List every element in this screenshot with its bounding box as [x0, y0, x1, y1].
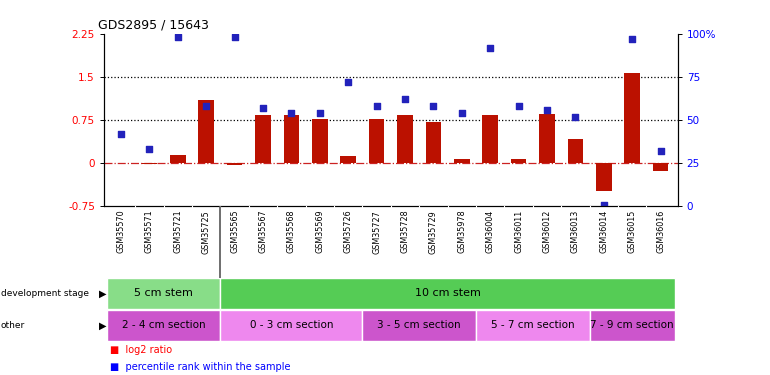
- Bar: [426, 122, 441, 163]
- Text: GSM35729: GSM35729: [429, 210, 438, 254]
- Bar: [107, 310, 220, 340]
- Point: [143, 146, 156, 152]
- Bar: [653, 163, 668, 171]
- Text: GSM35569: GSM35569: [315, 210, 324, 254]
- Point: [370, 103, 383, 109]
- Text: GSM36016: GSM36016: [656, 210, 665, 253]
- Bar: [227, 163, 243, 165]
- Text: 3 - 5 cm section: 3 - 5 cm section: [377, 320, 461, 330]
- Text: 5 cm stem: 5 cm stem: [134, 288, 193, 298]
- Text: GSM35570: GSM35570: [116, 210, 126, 254]
- Text: GSM36012: GSM36012: [543, 210, 551, 253]
- Bar: [220, 278, 675, 309]
- Bar: [397, 115, 413, 163]
- Point: [399, 96, 411, 102]
- Text: ■  percentile rank within the sample: ■ percentile rank within the sample: [109, 362, 290, 372]
- Point: [626, 36, 638, 42]
- Point: [569, 114, 581, 120]
- Text: GSM35571: GSM35571: [145, 210, 154, 254]
- Text: 0 - 3 cm section: 0 - 3 cm section: [249, 320, 333, 330]
- Text: ■  log2 ratio: ■ log2 ratio: [109, 345, 172, 355]
- Bar: [369, 119, 384, 163]
- Bar: [113, 162, 129, 163]
- Bar: [511, 159, 527, 163]
- Bar: [567, 139, 583, 163]
- Point: [313, 110, 326, 116]
- Point: [541, 106, 553, 112]
- Text: GSM35565: GSM35565: [230, 210, 239, 254]
- Point: [427, 103, 440, 109]
- Bar: [476, 310, 590, 340]
- Point: [115, 131, 127, 137]
- Text: development stage: development stage: [1, 289, 89, 298]
- Bar: [199, 100, 214, 163]
- Text: GSM35726: GSM35726: [343, 210, 353, 254]
- Text: GSM35728: GSM35728: [400, 210, 410, 254]
- Text: ▶: ▶: [99, 288, 106, 298]
- Point: [598, 201, 610, 207]
- Bar: [624, 73, 640, 163]
- Text: GSM36013: GSM36013: [571, 210, 580, 253]
- Bar: [142, 163, 157, 164]
- Text: GSM36004: GSM36004: [486, 210, 494, 253]
- Point: [342, 79, 354, 85]
- Point: [456, 110, 468, 116]
- Bar: [220, 310, 363, 340]
- Text: GSM35721: GSM35721: [173, 210, 182, 254]
- Point: [172, 34, 184, 40]
- Point: [229, 34, 241, 40]
- Text: ▶: ▶: [99, 320, 106, 330]
- Text: GDS2895 / 15643: GDS2895 / 15643: [99, 18, 209, 31]
- Bar: [170, 154, 186, 163]
- Text: GSM36014: GSM36014: [599, 210, 608, 253]
- Bar: [255, 116, 271, 163]
- Bar: [107, 278, 220, 309]
- Text: GSM35727: GSM35727: [372, 210, 381, 254]
- Bar: [590, 310, 675, 340]
- Bar: [454, 159, 470, 163]
- Text: GSM35568: GSM35568: [287, 210, 296, 254]
- Bar: [283, 115, 300, 163]
- Bar: [596, 163, 611, 191]
- Point: [285, 110, 297, 116]
- Bar: [539, 114, 554, 163]
- Text: 5 - 7 cm section: 5 - 7 cm section: [491, 320, 574, 330]
- Text: 10 cm stem: 10 cm stem: [414, 288, 480, 298]
- Bar: [340, 156, 356, 163]
- Text: GSM36011: GSM36011: [514, 210, 523, 253]
- Text: GSM35567: GSM35567: [259, 210, 267, 254]
- Text: GSM36015: GSM36015: [628, 210, 637, 253]
- Bar: [363, 310, 476, 340]
- Text: GSM35725: GSM35725: [202, 210, 211, 254]
- Point: [512, 103, 524, 109]
- Text: GSM35978: GSM35978: [457, 210, 467, 254]
- Point: [654, 148, 667, 154]
- Text: 2 - 4 cm section: 2 - 4 cm section: [122, 320, 206, 330]
- Point: [484, 45, 497, 51]
- Text: other: other: [1, 321, 25, 330]
- Bar: [482, 115, 498, 163]
- Point: [257, 105, 270, 111]
- Bar: [312, 119, 327, 163]
- Point: [200, 103, 213, 109]
- Text: 7 - 9 cm section: 7 - 9 cm section: [591, 320, 674, 330]
